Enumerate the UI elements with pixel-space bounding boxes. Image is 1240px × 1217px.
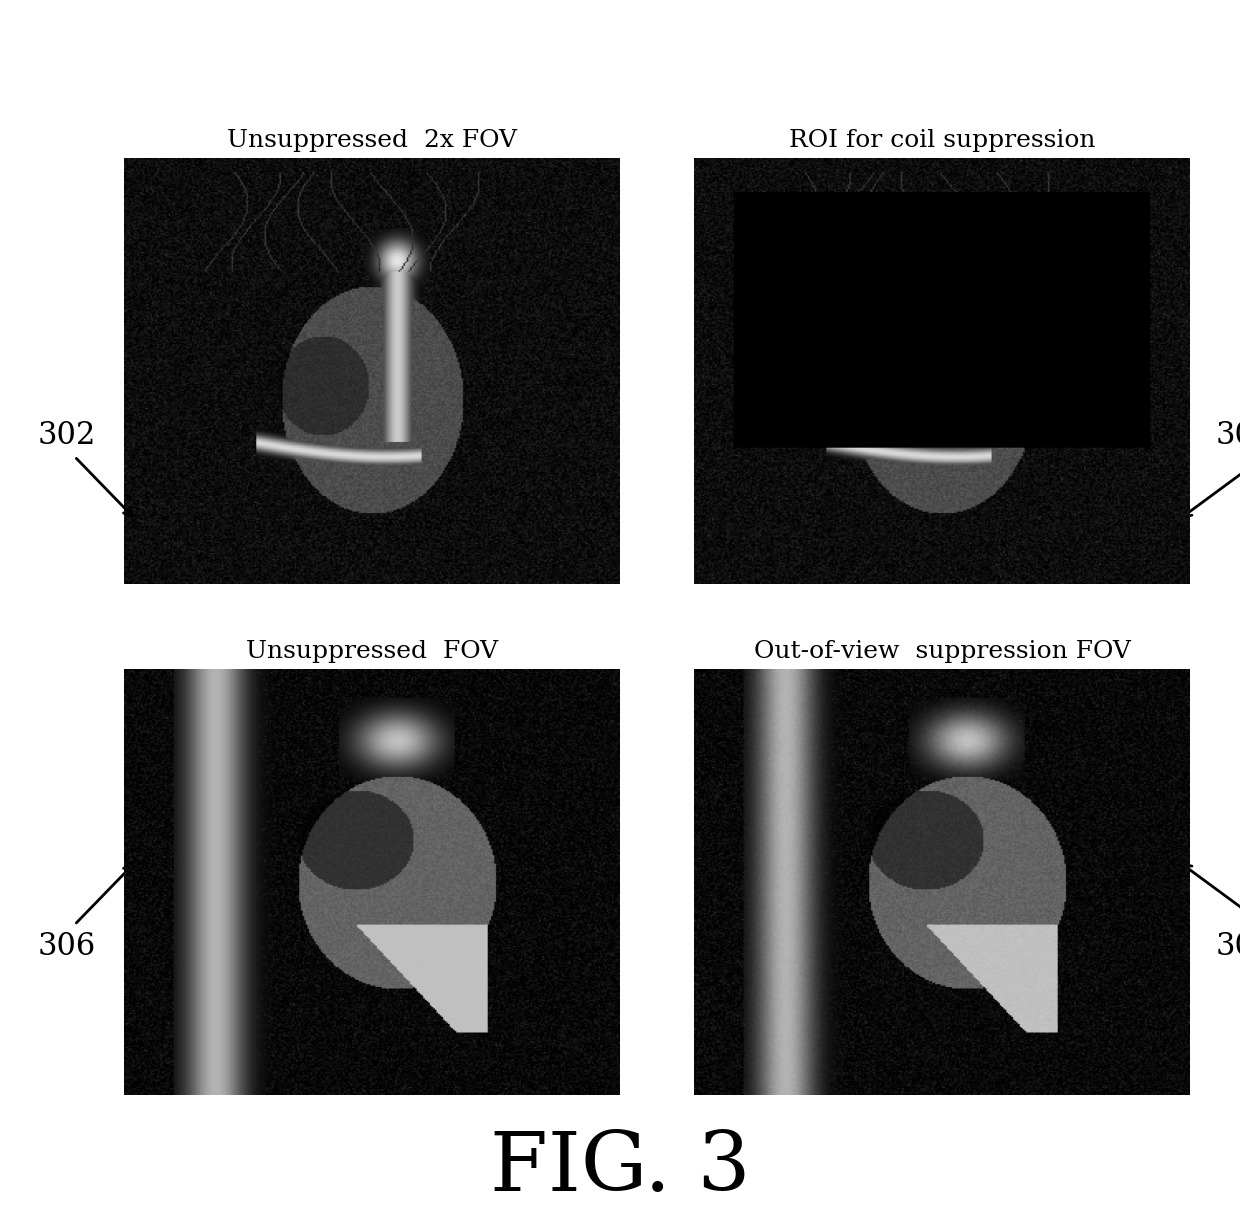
Text: FIG. 3: FIG. 3 [490,1128,750,1208]
FancyArrowPatch shape [1183,458,1240,517]
Text: 306: 306 [37,931,95,961]
Text: 302: 302 [37,420,95,450]
Text: 308: 308 [1215,931,1240,961]
FancyArrowPatch shape [1183,864,1240,924]
Text: 304: 304 [1215,420,1240,450]
FancyArrowPatch shape [77,865,133,922]
Title: Unsuppressed  FOV: Unsuppressed FOV [246,640,498,663]
FancyArrowPatch shape [77,459,133,516]
Title: Unsuppressed  2x FOV: Unsuppressed 2x FOV [227,129,517,152]
Title: Out-of-view  suppression FOV: Out-of-view suppression FOV [754,640,1131,663]
Title: ROI for coil suppression: ROI for coil suppression [789,129,1096,152]
